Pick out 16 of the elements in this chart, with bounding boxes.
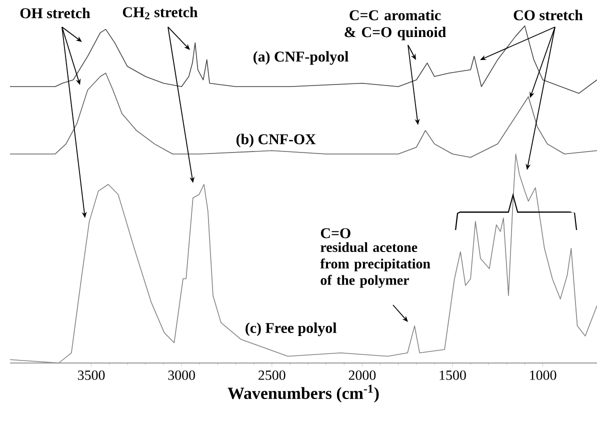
series-label: (c) Free polyol bbox=[246, 322, 337, 336]
text: CH$_{2}$ stretch bbox=[122, 6, 198, 20]
annotation: residual acetone from precipitation of the polymer bbox=[320, 242, 430, 288]
series-label: (a) CNF-polyol bbox=[254, 51, 348, 65]
x-tick-label: 3000 bbox=[168, 370, 195, 380]
series-label: (b) CNF-OX bbox=[236, 134, 316, 148]
x-tick-label: 1500 bbox=[440, 370, 466, 380]
x-tick-label: 3500 bbox=[78, 370, 105, 380]
x-axis-title: Wavenumbers (cm$^{-1}$) bbox=[228, 384, 379, 402]
x-tick-label: 1000 bbox=[530, 370, 556, 380]
x-tick-label: 2500 bbox=[258, 370, 286, 380]
text: OH stretch bbox=[20, 8, 90, 18]
annotation: C=C aromatic & C=O quinoid bbox=[344, 10, 446, 40]
annotation: C=O bbox=[320, 228, 350, 238]
text: CO stretch bbox=[514, 10, 583, 20]
x-tick-label: 2000 bbox=[348, 370, 376, 380]
